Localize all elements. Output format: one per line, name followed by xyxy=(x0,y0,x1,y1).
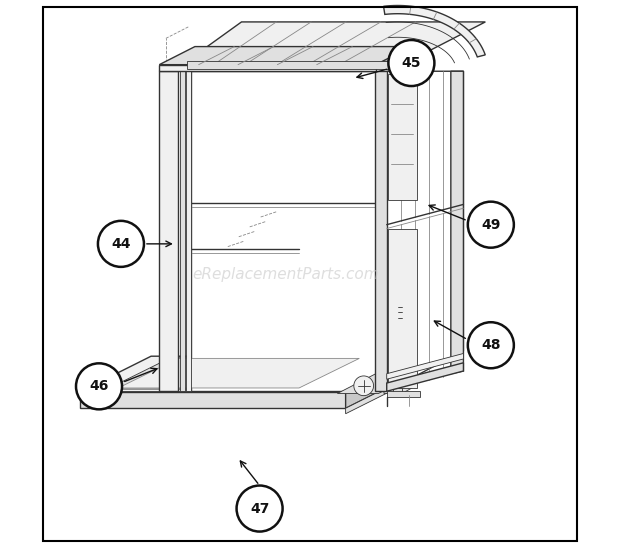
Circle shape xyxy=(237,486,283,532)
Polygon shape xyxy=(118,358,360,388)
Circle shape xyxy=(354,376,374,396)
Polygon shape xyxy=(384,374,417,393)
Text: eReplacementParts.com: eReplacementParts.com xyxy=(192,266,379,282)
Polygon shape xyxy=(384,5,485,57)
Polygon shape xyxy=(345,356,417,408)
Circle shape xyxy=(76,363,122,409)
Polygon shape xyxy=(387,363,463,391)
Polygon shape xyxy=(186,71,190,391)
Text: 46: 46 xyxy=(89,379,108,393)
Text: 49: 49 xyxy=(481,218,500,232)
Circle shape xyxy=(98,221,144,267)
Polygon shape xyxy=(387,391,420,397)
Polygon shape xyxy=(159,60,206,71)
Polygon shape xyxy=(159,65,376,71)
Polygon shape xyxy=(187,22,485,61)
Polygon shape xyxy=(180,71,185,391)
Polygon shape xyxy=(187,61,409,68)
Polygon shape xyxy=(388,74,417,200)
Polygon shape xyxy=(159,71,179,391)
Polygon shape xyxy=(107,358,373,389)
Circle shape xyxy=(468,202,514,248)
Polygon shape xyxy=(80,356,417,392)
Text: 47: 47 xyxy=(250,501,269,516)
Circle shape xyxy=(468,322,514,368)
Polygon shape xyxy=(190,71,376,391)
Polygon shape xyxy=(387,71,463,391)
Text: 44: 44 xyxy=(111,237,131,251)
Polygon shape xyxy=(387,353,463,379)
Circle shape xyxy=(388,40,435,86)
Text: 45: 45 xyxy=(402,56,421,70)
Polygon shape xyxy=(374,71,387,391)
Text: 48: 48 xyxy=(481,338,500,352)
Polygon shape xyxy=(159,47,412,65)
Polygon shape xyxy=(80,392,345,408)
Polygon shape xyxy=(451,71,463,374)
Polygon shape xyxy=(388,229,417,388)
Polygon shape xyxy=(345,373,417,414)
Polygon shape xyxy=(337,374,417,393)
